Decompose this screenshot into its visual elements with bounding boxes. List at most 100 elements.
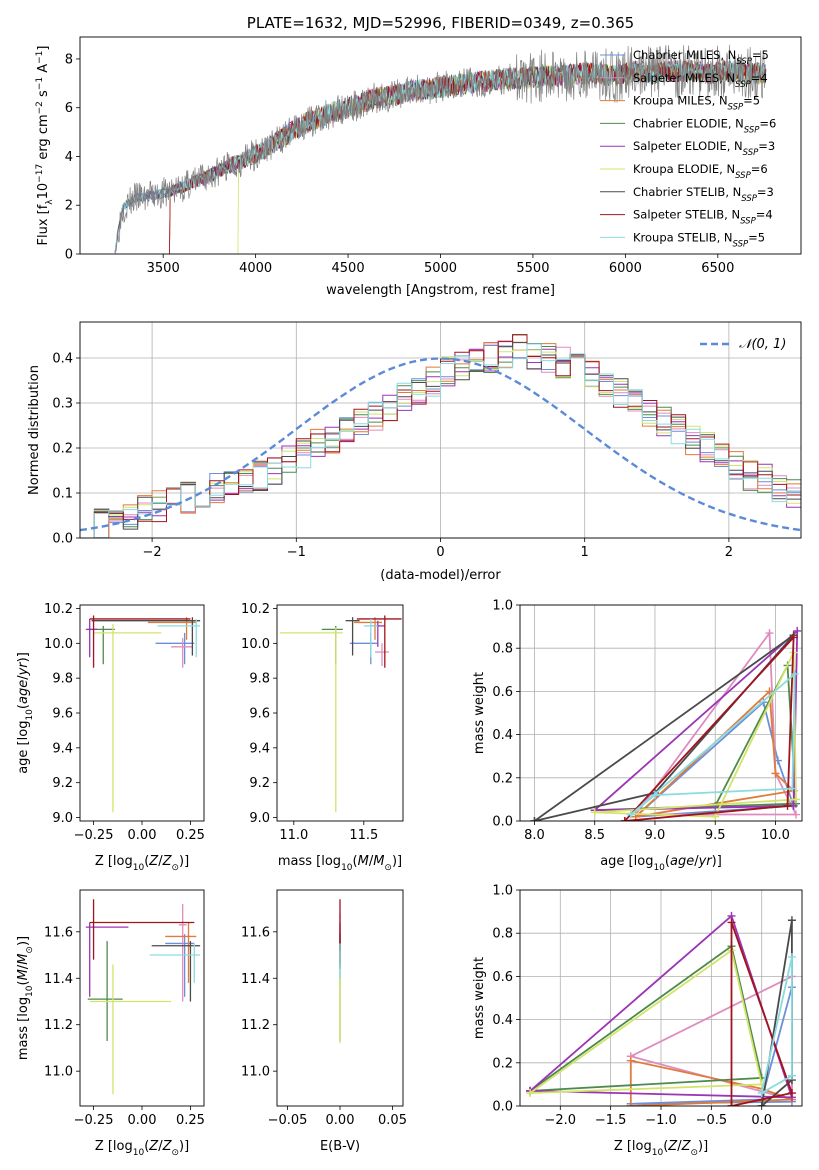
weight-vs-Z-ytick-label: 0.2 <box>492 1056 513 1071</box>
legend-label: Chabrier MILES, NSSP=5 <box>633 48 769 67</box>
mass-vs-ebv-xtick-label: 0.00 <box>326 1113 355 1128</box>
age-vs-mass-ytick-label: 10.2 <box>241 602 270 617</box>
age-vs-Z-ytick-label: 9.6 <box>52 707 73 722</box>
weight-marker <box>757 1089 766 1098</box>
age-vs-mass-ytick-label: 9.4 <box>249 741 270 756</box>
mass-vs-ebv-xlabel: E(B-V) <box>320 1139 360 1154</box>
weight-marker <box>793 626 802 635</box>
weight-vs-Z-ytick-label: 0.8 <box>492 927 513 942</box>
residuals-frame <box>79 321 802 539</box>
age-vs-mass-points <box>279 615 402 813</box>
age-vs-Z-xtick-label: 0.25 <box>176 828 205 843</box>
figure-title: PLATE=1632, MJD=52996, FIBERID=0349, z=0… <box>247 14 634 32</box>
weight-vs-age-xtick-label: 8.5 <box>584 828 605 843</box>
spectrum-lines <box>114 44 767 254</box>
histogram-kroupa-stelib <box>80 343 801 538</box>
residuals-ytick-label: 0.1 <box>52 487 73 502</box>
weight-marker <box>790 670 799 679</box>
spectrum-xtick-label: 4500 <box>332 261 365 276</box>
spectrum-model-chabrier-elodie <box>114 60 767 253</box>
weight-marker <box>626 1056 635 1065</box>
mass-vs-ebv-ytick-label: 11.6 <box>241 925 270 940</box>
weight-marker <box>765 687 774 696</box>
age-vs-Z-xlabel: Z [log10(Z/Z⊙)] <box>95 854 189 873</box>
weight-line-chabrier-elodie <box>594 662 797 812</box>
weight-vs-age-ytick-label: 1.0 <box>492 599 513 614</box>
weight-marker <box>783 801 792 810</box>
mass-vs-ebv-frame <box>276 889 404 1107</box>
weight-vs-Z-xtick-label: −1.5 <box>595 1113 627 1128</box>
age-vs-Z-ytick-label: 9.4 <box>52 741 73 756</box>
age-vs-mass-frame <box>276 604 404 822</box>
weight-marker <box>788 784 797 793</box>
weight-line-kroupa-stelib <box>760 956 793 1094</box>
weight-line-salpeter-stelib <box>730 922 794 1106</box>
mass-vs-Z-ytick-label: 11.2 <box>44 1018 73 1033</box>
weight-line-chabrier-miles <box>635 700 795 818</box>
spectrum-xtick-label: 5000 <box>424 261 457 276</box>
histogram-salpeter-elodie <box>80 348 801 538</box>
legend-label: Salpeter MILES, NSSP=4 <box>633 71 768 90</box>
mass-vs-Z-xlabel: Z [log10(Z/Z⊙)] <box>95 1139 189 1158</box>
mass-vs-Z-ylabel: mass [log10(M/M⊙)] <box>16 936 35 1060</box>
age-vs-mass-ytick-label: 9.6 <box>249 707 270 722</box>
spectrum-ytick-label: 6 <box>65 101 73 116</box>
weight-marker <box>787 1089 796 1098</box>
histogram-kroupa-miles <box>80 341 801 538</box>
weight-marker <box>650 791 659 800</box>
spectrum-xtick-label: 3500 <box>147 261 180 276</box>
legend-label: Kroupa STELIB, NSSP=5 <box>633 230 765 249</box>
weight-marker <box>626 1102 635 1106</box>
weight-marker <box>590 808 599 817</box>
age-vs-mass-xlabel: mass [log10(M/M⊙)] <box>278 854 402 873</box>
weight-vs-Z-lines <box>526 911 796 1106</box>
mass-vs-ebv-xtick-label: −0.05 <box>268 1113 308 1128</box>
spectrum-xtick-label: 4000 <box>239 261 272 276</box>
histogram-chabrier-miles <box>80 345 801 538</box>
weight-vs-age-ytick-label: 0.4 <box>492 728 513 743</box>
weight-vs-age-ytick-label: 0.8 <box>492 642 513 657</box>
weight-vs-Z-frame <box>519 889 803 1107</box>
legend-label-normal: 𝒩(0, 1) <box>739 337 786 352</box>
residuals-ytick-label: 0.4 <box>52 352 73 367</box>
mass-vs-Z-ytick-label: 11.6 <box>44 925 73 940</box>
weight-vs-Z-ytick-label: 0.4 <box>492 1013 513 1028</box>
weight-marker <box>620 817 629 821</box>
age-vs-Z-ytick-label: 10.0 <box>44 637 73 652</box>
weight-vs-Z-xtick-label: −2.0 <box>544 1113 576 1128</box>
residuals-ytick-label: 0.0 <box>52 532 73 547</box>
spectrum-xtick-label: 6000 <box>609 261 642 276</box>
histogram-salpeter-stelib <box>80 334 801 538</box>
weight-vs-Z-xtick-label: 0.0 <box>751 1113 772 1128</box>
residuals-xtick-label: 1 <box>581 545 589 560</box>
spectrum-xtick-label: 5500 <box>516 261 549 276</box>
weight-marker <box>530 817 539 821</box>
weight-vs-age-xtick-label: 10.0 <box>761 828 790 843</box>
weight-marker <box>791 795 800 804</box>
residuals-ytick-label: 0.3 <box>52 397 73 412</box>
age-vs-mass-xtick-label: 11.5 <box>349 828 378 843</box>
weight-marker <box>787 1071 796 1080</box>
spectrum-xtick-label: 6500 <box>701 261 734 276</box>
weight-vs-age-xlabel: age [log10(age/yr)] <box>600 854 722 873</box>
weight-line-kroupa-elodie <box>529 948 763 1094</box>
weight-vs-Z-ytick-label: 0.0 <box>492 1100 513 1115</box>
weight-line-chabrier-elodie <box>529 944 763 1092</box>
weight-marker <box>771 769 780 778</box>
weight-vs-age-ytick-label: 0.6 <box>492 685 513 700</box>
weight-line-salpeter-stelib <box>624 634 795 821</box>
weight-marker <box>787 952 796 961</box>
legend-label: Kroupa ELODIE, NSSP=6 <box>633 162 768 181</box>
weight-vs-age-xtick-label: 8.0 <box>524 828 545 843</box>
weight-vs-Z-ytick-label: 0.6 <box>492 970 513 985</box>
age-vs-Z-points <box>85 615 201 813</box>
residuals-xlabel: (data-model)/error <box>380 568 501 583</box>
histogram-kroupa-elodie <box>80 349 801 538</box>
residuals-xtick-label: −2 <box>143 545 162 560</box>
weight-vs-Z-ytick-label: 1.0 <box>492 884 513 899</box>
weight-vs-Z-ylabel: mass weight <box>472 957 487 1039</box>
mass-vs-ebv-ytick-label: 11.4 <box>241 972 270 987</box>
weight-vs-age-lines <box>530 626 802 821</box>
weight-marker <box>526 1089 535 1098</box>
weight-vs-age-xtick-label: 9.0 <box>645 828 666 843</box>
